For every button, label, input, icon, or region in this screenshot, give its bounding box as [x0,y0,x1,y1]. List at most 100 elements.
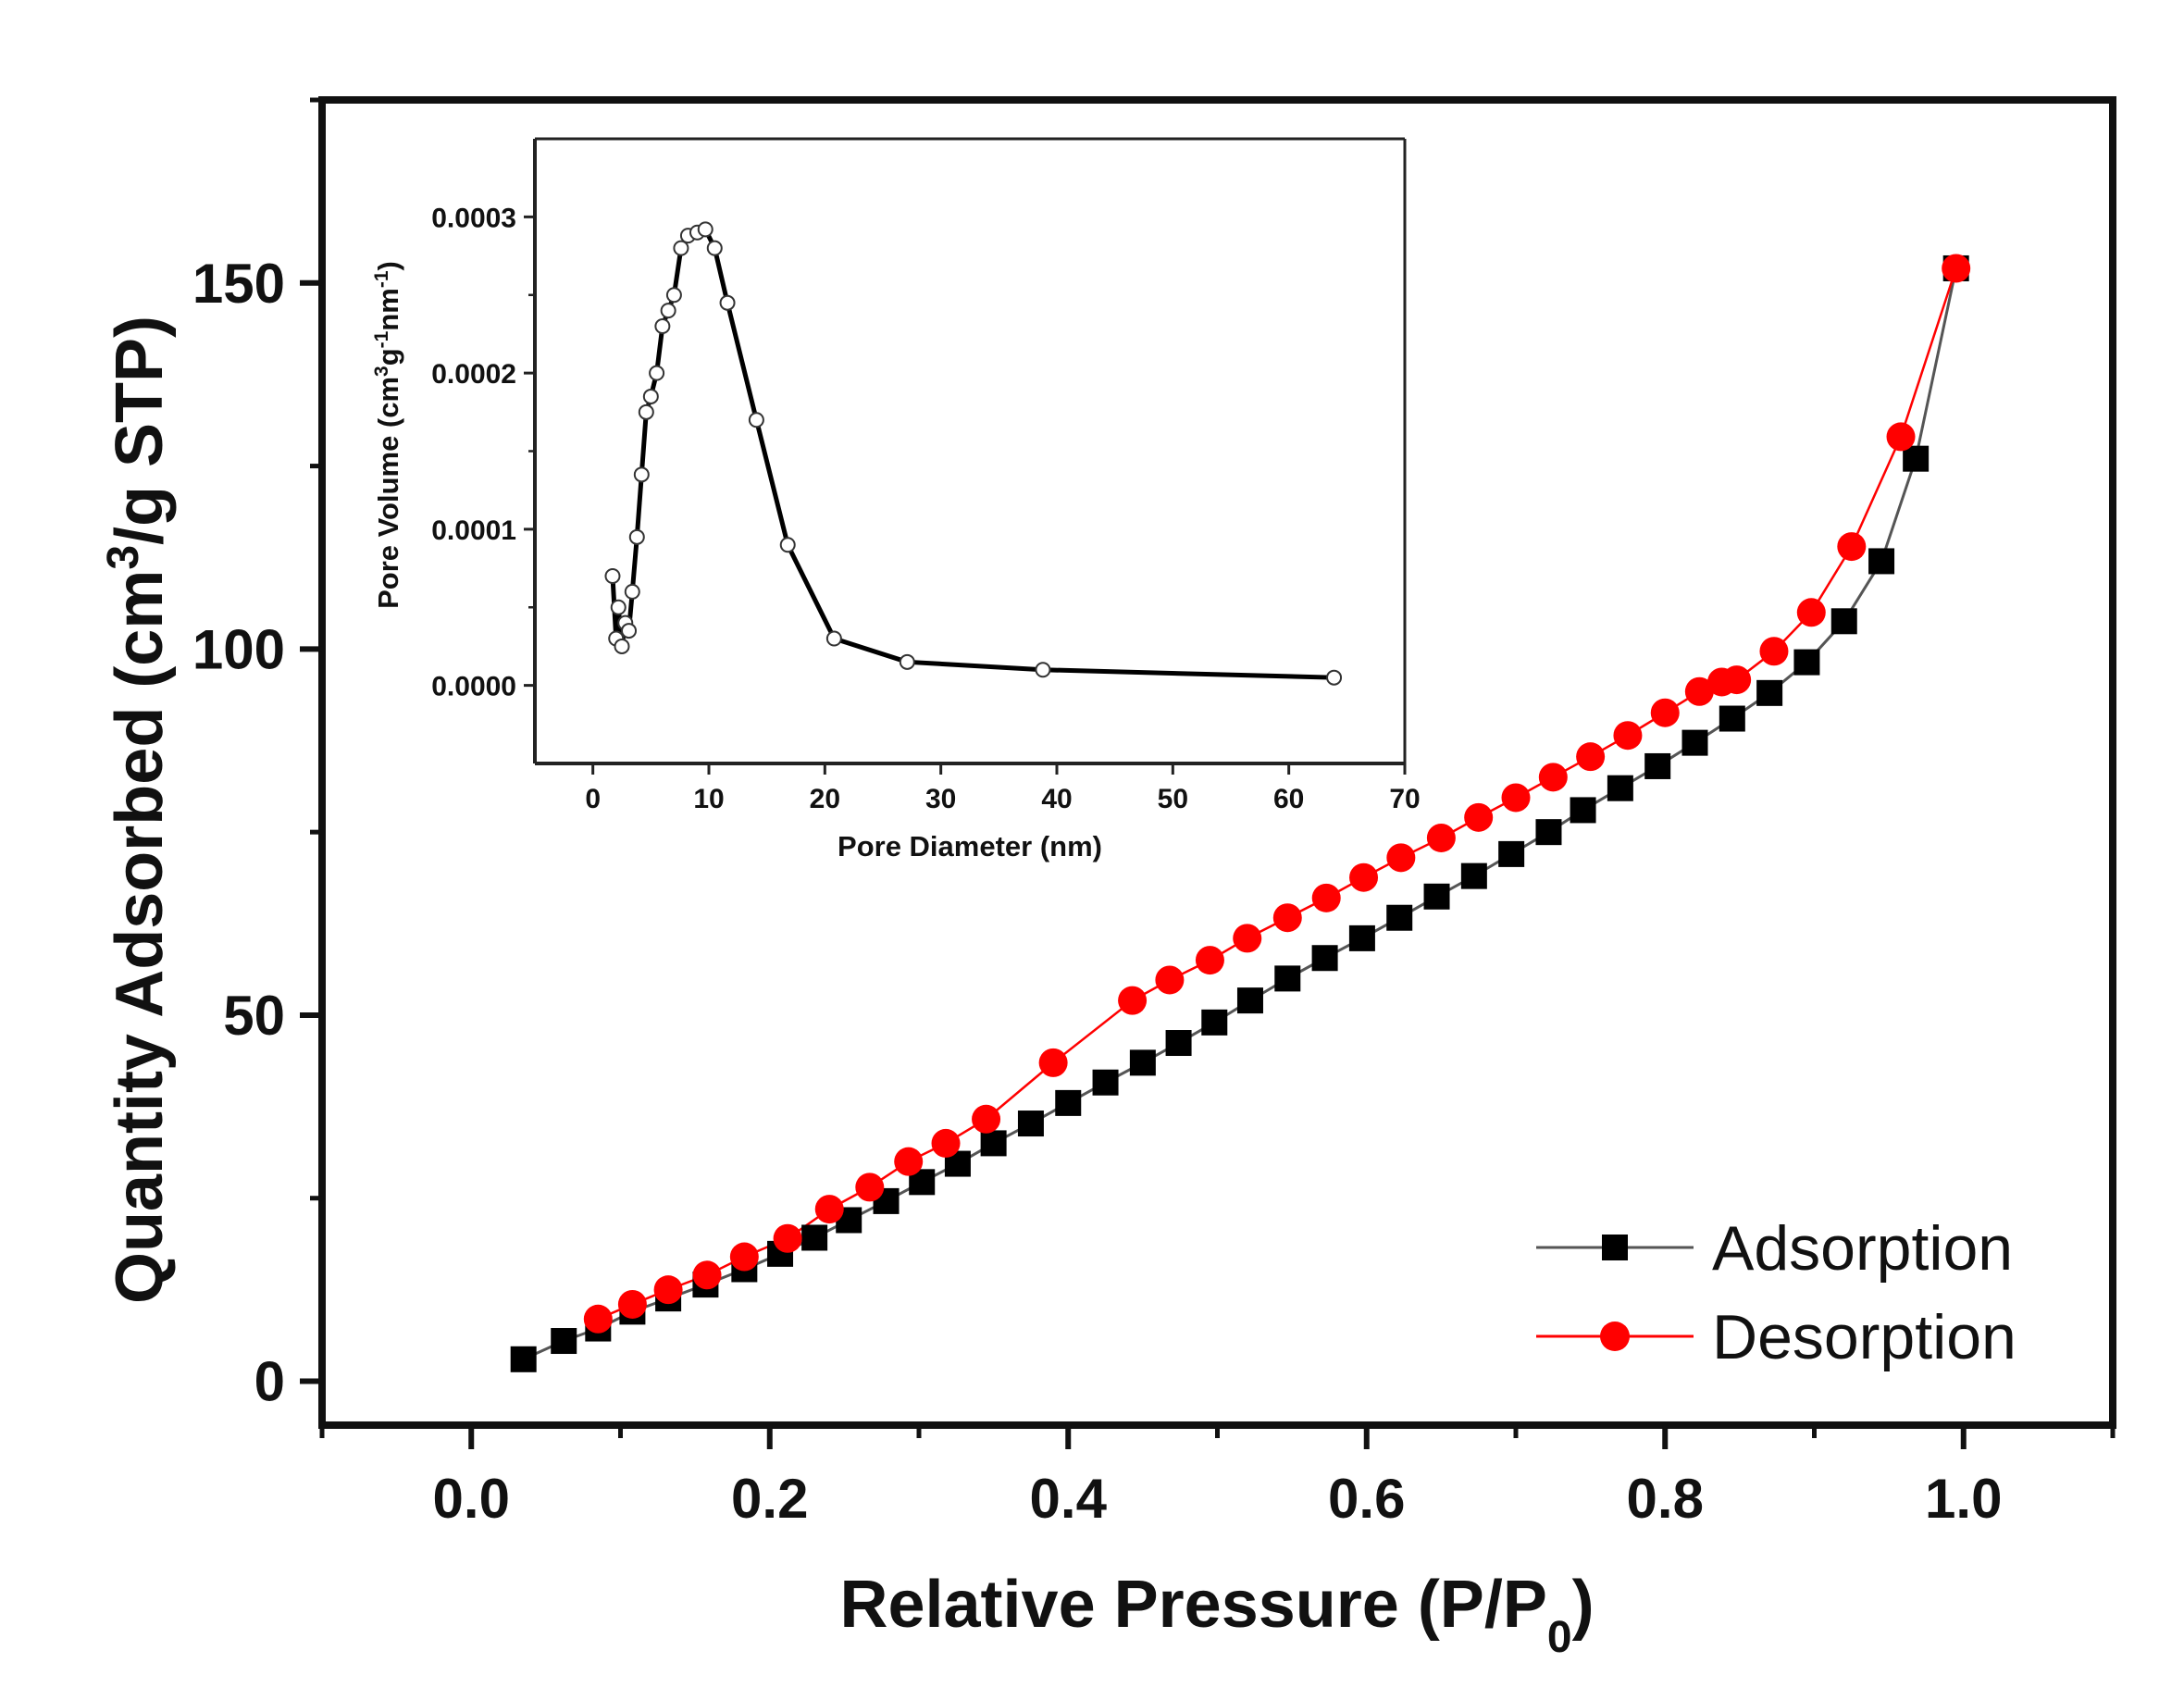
desorption-point [1886,422,1916,452]
desorption-point [1796,598,1826,627]
main-x-axis-ticks: 0.0 0.2 0.4 0.6 0.8 1.0 [319,1425,2116,1530]
desorption-point [1501,783,1531,813]
adsorption-point [1201,1009,1228,1036]
adsorption-point [1535,819,1562,846]
inset-x-axis-title: Pore Diameter (nm) [838,830,1102,862]
pore-distribution-point [719,294,736,311]
inset-background [535,139,1405,763]
adsorption-point [1236,987,1263,1014]
main-x-tick-label: 0.4 [1030,1468,1108,1530]
pore-distribution-point [1035,662,1051,678]
desorption-point [1038,1048,1068,1077]
adsorption-point [551,1328,577,1355]
main-x-axis-title: Relative Pressure (P/P0) [839,1568,1594,1662]
main-y-tick-label: 150 [192,253,285,315]
inset-y-tick-label: 0.0000 [431,672,516,702]
pore-distribution-point [697,221,714,238]
inset-x-tick-label: 10 [693,784,724,814]
pore-distribution-point [660,303,676,319]
adsorption-point [1348,924,1375,951]
pore-distribution-point [1326,669,1343,686]
pore-distribution-point [665,287,682,304]
legend-adsorption-marker [1602,1235,1628,1260]
adsorption-point [1498,840,1525,867]
adsorption-point [1793,649,1820,676]
adsorption-point [980,1130,1007,1157]
desorption-point [1195,946,1224,975]
adsorption-point [1386,904,1413,931]
main-y-tick-label: 50 [223,985,285,1047]
desorption-point [972,1104,1001,1134]
pore-distribution-point [649,365,665,381]
inset-x-tick-label: 30 [925,784,956,814]
desorption-point [617,1289,647,1319]
inset-x-tick-label: 0 [585,784,601,814]
adsorption-point [1830,608,1857,635]
desorption-point [1538,763,1568,792]
adsorption-point [1681,729,1708,756]
pore-distribution-point [706,240,723,256]
desorption-point [1759,637,1789,666]
adsorption-point [1460,862,1487,889]
adsorption-point [1017,1111,1044,1137]
desorption-point [1272,903,1302,933]
desorption-point [1311,883,1341,912]
main-x-tick-label: 0.8 [1627,1468,1704,1530]
desorption-point [1576,742,1606,772]
main-x-tick-label: 0.6 [1328,1468,1405,1530]
adsorption-point [1165,1030,1192,1057]
adsorption-point [1055,1089,1082,1116]
main-y-tick-label: 100 [192,618,285,680]
adsorption-point [801,1224,828,1251]
pore-distribution-point [825,630,842,647]
desorption-point [1426,823,1456,852]
adsorption-point [1644,752,1671,779]
legend-desorption-label: Desorption [1712,1302,2016,1372]
desorption-point [1650,698,1680,727]
pore-distribution-point [779,537,796,553]
adsorption-point [1423,883,1450,910]
adsorption-point [510,1346,537,1372]
adsorption-point [1756,679,1783,706]
desorption-point [1155,965,1185,995]
pore-distribution-point [610,599,627,615]
main-x-tick-label: 0.0 [433,1468,510,1530]
inset-y-tick-label: 0.0003 [431,203,516,233]
inset-y-axis-ticks: 0.0000 0.0001 0.0002 0.0003 [431,203,535,702]
main-x-tick-label: 1.0 [1925,1468,2002,1530]
desorption-point [1837,532,1867,562]
pore-distribution-point [624,583,640,600]
desorption-point [1464,802,1494,832]
pore-distribution-point [621,623,638,639]
legend-adsorption-label: Adsorption [1712,1213,2013,1284]
adsorption-point [1311,945,1338,972]
desorption-point [653,1275,683,1305]
inset-pore-distribution-chart: 0 10 20 30 40 50 60 70 0.0000 0.0001 0.0002 0.0003… [371,137,1421,862]
inset-series-points [604,221,1343,686]
inset-y-tick-label: 0.0001 [431,515,516,546]
inset-x-tick-label: 60 [1273,784,1304,814]
inset-x-axis-ticks: 0 10 20 30 40 50 60 70 [585,763,1421,814]
pore-distribution-point [899,653,915,670]
inset-x-tick-label: 70 [1389,784,1420,814]
series-line-adsorption [523,267,1958,1361]
desorption-point [1942,254,1971,283]
main-y-axis-title: Quantity Adsorbed (cm3/g STP) [99,316,178,1304]
inset-x-tick-label: 40 [1041,784,1072,814]
inset-y-tick-label: 0.0002 [431,359,516,390]
pore-distribution-point [633,466,650,483]
desorption-point [773,1223,802,1253]
pore-distribution-point [638,403,654,420]
desorption-point [1684,676,1714,706]
main-y-tick-label: 0 [254,1351,285,1413]
adsorption-point [1868,548,1895,575]
desorption-point [855,1173,885,1202]
pore-distribution-point [604,568,621,584]
adsorption-point [1092,1069,1119,1096]
main-x-tick-label: 0.2 [731,1468,808,1530]
adsorption-point [1129,1049,1156,1076]
desorption-point [1613,721,1643,751]
desorption-point [1233,924,1262,953]
